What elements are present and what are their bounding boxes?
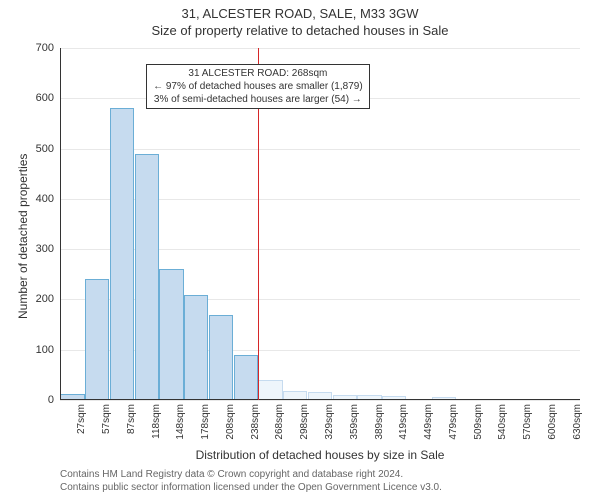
footer-line-1: Contains HM Land Registry data © Crown c… bbox=[60, 468, 442, 481]
xtick-label: 600sqm bbox=[547, 404, 558, 440]
ytick-label: 300 bbox=[36, 243, 60, 255]
annotation-line-1: 31 ALCESTER ROAD: 268sqm bbox=[153, 67, 363, 80]
bar bbox=[135, 154, 159, 400]
ytick-label: 700 bbox=[36, 42, 60, 54]
xtick-label: 118sqm bbox=[151, 404, 162, 439]
plot-area: 010020030040050060070027sqm57sqm87sqm118… bbox=[60, 48, 580, 400]
y-axis-label: Number of detached properties bbox=[16, 154, 30, 319]
chart-title-sub: Size of property relative to detached ho… bbox=[0, 21, 600, 38]
ytick-label: 200 bbox=[36, 293, 60, 305]
xtick-label: 238sqm bbox=[250, 404, 261, 440]
xtick-label: 57sqm bbox=[101, 404, 112, 434]
xtick-label: 329sqm bbox=[324, 404, 335, 440]
xtick-label: 27sqm bbox=[76, 404, 87, 434]
xtick-label: 570sqm bbox=[522, 404, 533, 440]
y-axis-line bbox=[60, 48, 61, 400]
ytick-label: 500 bbox=[36, 143, 60, 155]
x-axis-label: Distribution of detached houses by size … bbox=[60, 448, 580, 462]
bar bbox=[258, 380, 282, 400]
xtick-label: 630sqm bbox=[572, 404, 583, 440]
xtick-label: 178sqm bbox=[200, 404, 211, 440]
bar bbox=[234, 355, 258, 400]
xtick-label: 419sqm bbox=[398, 404, 409, 440]
bar bbox=[85, 279, 109, 400]
ytick-label: 400 bbox=[36, 193, 60, 205]
footer-line-2: Contains public sector information licen… bbox=[60, 481, 442, 494]
ytick-label: 100 bbox=[36, 344, 60, 356]
annotation-line-2: ← 97% of detached houses are smaller (1,… bbox=[153, 80, 363, 93]
ytick-label: 0 bbox=[48, 394, 60, 406]
x-axis-line bbox=[60, 399, 580, 400]
gridline bbox=[60, 48, 580, 49]
annotation-box: 31 ALCESTER ROAD: 268sqm← 97% of detache… bbox=[146, 64, 370, 109]
xtick-label: 449sqm bbox=[423, 404, 434, 440]
bar bbox=[209, 315, 233, 400]
xtick-label: 298sqm bbox=[299, 404, 310, 440]
gridline bbox=[60, 149, 580, 150]
chart-title-main: 31, ALCESTER ROAD, SALE, M33 3GW bbox=[0, 0, 600, 21]
xtick-label: 268sqm bbox=[274, 404, 285, 440]
xtick-label: 87sqm bbox=[126, 404, 137, 434]
xtick-label: 389sqm bbox=[374, 404, 385, 440]
xtick-label: 208sqm bbox=[225, 404, 236, 440]
chart-container: 31, ALCESTER ROAD, SALE, M33 3GW Size of… bbox=[0, 0, 600, 500]
xtick-label: 540sqm bbox=[497, 404, 508, 440]
bar bbox=[159, 269, 183, 400]
xtick-label: 479sqm bbox=[448, 404, 459, 440]
gridline bbox=[60, 400, 580, 401]
chart-footer: Contains HM Land Registry data © Crown c… bbox=[60, 468, 442, 494]
annotation-line-3: 3% of semi-detached houses are larger (5… bbox=[153, 93, 363, 106]
bar bbox=[110, 108, 134, 400]
xtick-label: 509sqm bbox=[473, 404, 484, 440]
xtick-label: 359sqm bbox=[349, 404, 360, 440]
xtick-label: 148sqm bbox=[175, 404, 186, 440]
bar bbox=[184, 295, 208, 400]
ytick-label: 600 bbox=[36, 92, 60, 104]
